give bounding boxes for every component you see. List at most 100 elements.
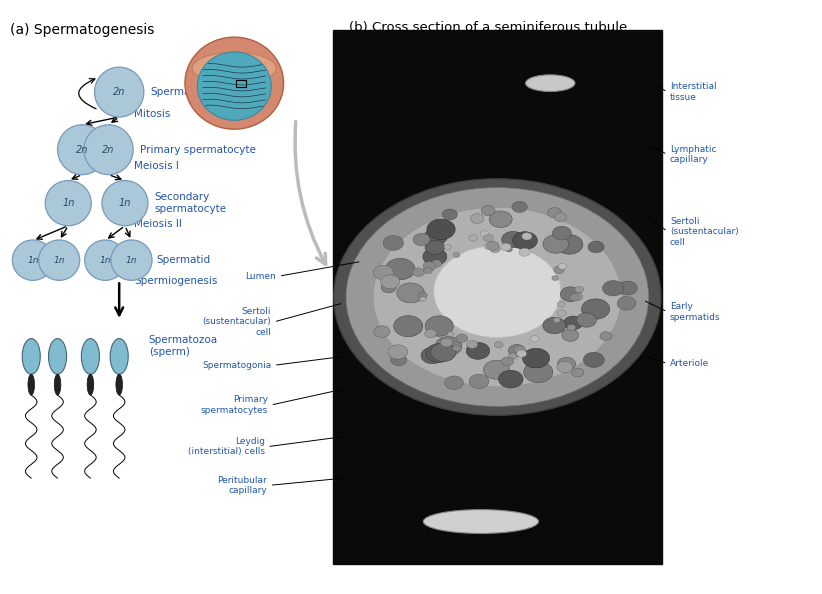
Ellipse shape bbox=[192, 52, 276, 84]
Ellipse shape bbox=[12, 240, 53, 280]
Ellipse shape bbox=[87, 374, 94, 395]
Circle shape bbox=[506, 247, 512, 252]
Circle shape bbox=[588, 241, 604, 252]
Circle shape bbox=[487, 241, 499, 250]
Circle shape bbox=[484, 244, 492, 249]
Circle shape bbox=[561, 287, 581, 302]
Circle shape bbox=[469, 374, 489, 388]
Text: Sertoli
(sustentacular)
cell: Sertoli (sustentacular) cell bbox=[670, 217, 739, 247]
Text: 1n: 1n bbox=[53, 255, 65, 265]
Circle shape bbox=[425, 330, 436, 338]
Circle shape bbox=[453, 345, 461, 351]
Text: Meiosis II: Meiosis II bbox=[134, 219, 182, 229]
Circle shape bbox=[514, 346, 525, 354]
Circle shape bbox=[553, 318, 561, 323]
Circle shape bbox=[456, 334, 468, 343]
Ellipse shape bbox=[48, 339, 67, 374]
Circle shape bbox=[423, 267, 432, 274]
Circle shape bbox=[419, 296, 427, 302]
Circle shape bbox=[374, 326, 390, 337]
Text: Leydig
(interstitial) cells: Leydig (interstitial) cells bbox=[187, 437, 265, 456]
Circle shape bbox=[381, 275, 399, 289]
Text: Lumen: Lumen bbox=[246, 271, 276, 281]
Ellipse shape bbox=[54, 374, 61, 395]
Circle shape bbox=[467, 340, 478, 348]
Text: Interstitial
tissue: Interstitial tissue bbox=[670, 83, 717, 102]
Circle shape bbox=[552, 226, 571, 240]
Circle shape bbox=[575, 286, 584, 293]
Circle shape bbox=[421, 347, 444, 364]
Circle shape bbox=[562, 329, 579, 342]
Circle shape bbox=[556, 235, 583, 254]
Text: 2n: 2n bbox=[76, 145, 89, 154]
Ellipse shape bbox=[116, 374, 122, 395]
Circle shape bbox=[425, 241, 445, 254]
Ellipse shape bbox=[110, 339, 128, 374]
Ellipse shape bbox=[111, 240, 152, 280]
Ellipse shape bbox=[95, 67, 144, 117]
Circle shape bbox=[558, 264, 566, 269]
Circle shape bbox=[557, 361, 573, 372]
Text: 1n: 1n bbox=[126, 255, 137, 265]
Text: Spermatogonium: Spermatogonium bbox=[150, 87, 241, 97]
Circle shape bbox=[572, 368, 584, 377]
Circle shape bbox=[557, 358, 575, 370]
Circle shape bbox=[434, 246, 561, 337]
Ellipse shape bbox=[84, 125, 133, 175]
Ellipse shape bbox=[423, 510, 538, 533]
Circle shape bbox=[617, 296, 636, 310]
Circle shape bbox=[381, 282, 396, 293]
FancyArrowPatch shape bbox=[79, 78, 96, 109]
Circle shape bbox=[413, 233, 430, 246]
Circle shape bbox=[418, 292, 427, 299]
Circle shape bbox=[453, 252, 460, 257]
Ellipse shape bbox=[85, 240, 126, 280]
Circle shape bbox=[530, 336, 539, 342]
Text: 2n: 2n bbox=[113, 87, 126, 97]
Text: 1n: 1n bbox=[27, 255, 39, 265]
Circle shape bbox=[386, 258, 415, 280]
Circle shape bbox=[423, 248, 447, 266]
Circle shape bbox=[584, 352, 604, 368]
Text: Mitosis: Mitosis bbox=[134, 109, 170, 119]
Circle shape bbox=[444, 244, 451, 249]
Circle shape bbox=[603, 280, 624, 296]
Text: Lymphatic
capillary: Lymphatic capillary bbox=[670, 145, 717, 164]
Circle shape bbox=[483, 361, 510, 379]
Circle shape bbox=[373, 265, 394, 280]
Circle shape bbox=[512, 201, 527, 213]
Text: Early
spermatids: Early spermatids bbox=[670, 302, 720, 321]
Circle shape bbox=[547, 207, 561, 218]
Circle shape bbox=[447, 331, 454, 337]
Circle shape bbox=[522, 233, 532, 240]
Text: Primary
spermatocytes: Primary spermatocytes bbox=[201, 396, 268, 415]
Circle shape bbox=[513, 232, 538, 249]
Circle shape bbox=[567, 324, 576, 331]
Circle shape bbox=[600, 331, 612, 340]
Circle shape bbox=[501, 232, 524, 248]
Circle shape bbox=[581, 299, 610, 319]
Circle shape bbox=[576, 313, 596, 327]
Circle shape bbox=[423, 261, 436, 271]
Circle shape bbox=[424, 229, 447, 245]
Text: Spermatid: Spermatid bbox=[156, 255, 210, 265]
Circle shape bbox=[490, 245, 501, 252]
Circle shape bbox=[501, 357, 514, 366]
Circle shape bbox=[552, 276, 559, 280]
Ellipse shape bbox=[81, 339, 99, 374]
Text: Spermatozoa
(sperm): Spermatozoa (sperm) bbox=[149, 335, 218, 356]
Circle shape bbox=[425, 316, 453, 336]
Circle shape bbox=[489, 211, 512, 228]
Circle shape bbox=[570, 293, 580, 301]
Text: 2n: 2n bbox=[102, 145, 115, 154]
Circle shape bbox=[508, 345, 525, 356]
Text: Meiosis I: Meiosis I bbox=[134, 161, 179, 171]
Circle shape bbox=[334, 179, 661, 415]
Circle shape bbox=[445, 376, 464, 390]
Circle shape bbox=[524, 362, 553, 383]
Circle shape bbox=[618, 281, 637, 295]
Text: Arteriole: Arteriole bbox=[670, 359, 709, 368]
Circle shape bbox=[494, 342, 503, 348]
Circle shape bbox=[557, 301, 565, 307]
Circle shape bbox=[516, 350, 527, 358]
